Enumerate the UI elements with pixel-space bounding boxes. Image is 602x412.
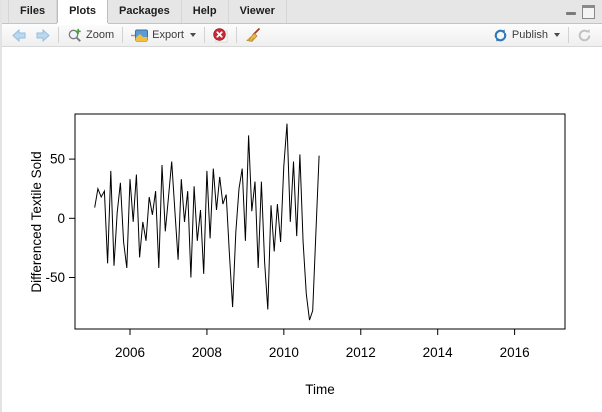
toolbar-separator <box>122 27 124 43</box>
zoom-button-label: Zoom <box>86 29 115 41</box>
publish-button-label: Publish <box>511 29 548 41</box>
zoom-button[interactable]: Zoom <box>63 26 118 45</box>
y-tick-label: 0 <box>57 211 65 226</box>
time-series-line <box>94 123 320 321</box>
tab-plots[interactable]: Plots <box>57 0 108 23</box>
maximize-icon[interactable] <box>582 4 595 19</box>
minimize-icon[interactable] <box>566 12 576 15</box>
x-tick-label: 2016 <box>500 345 530 360</box>
export-caret-icon <box>189 33 196 37</box>
y-tick-label: -50 <box>45 270 65 285</box>
export-icon <box>131 29 149 41</box>
remove-plot-icon <box>213 27 228 42</box>
publish-button[interactable]: Publish <box>489 26 564 45</box>
toolbar-separator <box>58 27 59 43</box>
export-button-label: Export <box>152 29 184 41</box>
plot-box <box>74 113 566 330</box>
tab-packages[interactable]: Packages <box>108 0 182 23</box>
tab-files[interactable]: Files <box>8 0 58 23</box>
back-button[interactable] <box>8 27 31 44</box>
x-tick-label: 2010 <box>269 345 299 360</box>
zoom-icon <box>68 28 81 42</box>
clear-all-plots-button[interactable] <box>241 26 265 45</box>
publish-caret-icon <box>554 33 560 37</box>
window-controls <box>566 0 602 23</box>
refresh-icon <box>578 28 591 41</box>
x-tick-label: 2006 <box>115 345 145 360</box>
back-arrow-icon <box>12 28 26 42</box>
forward-button[interactable] <box>31 27 54 44</box>
pane-tab-bar: Files Plots Packages Help Viewer <box>2 0 602 24</box>
x-tick-label: 2012 <box>346 345 376 360</box>
toolbar-separator <box>568 27 569 43</box>
x-tick-label: 2014 <box>423 345 454 360</box>
broom-icon <box>246 27 261 42</box>
tab-viewer[interactable]: Viewer <box>229 0 287 23</box>
publish-icon <box>494 29 507 41</box>
toolbar-separator <box>203 27 205 43</box>
y-tick-label: 50 <box>50 152 65 167</box>
tab-help[interactable]: Help <box>182 0 229 23</box>
plot-image: Time Differenced Textile Sold 2006 2008 20… <box>29 113 566 397</box>
refresh-button[interactable] <box>573 26 596 45</box>
plot-display-area: Time Differenced Textile Sold 2006 2008 20… <box>2 47 602 412</box>
export-button[interactable]: Export <box>127 27 200 44</box>
forward-arrow-icon <box>36 28 50 42</box>
plots-toolbar: Zoom Export <box>2 24 602 47</box>
y-axis-title: Differenced Textile Sold <box>29 151 44 292</box>
remove-plot-button[interactable] <box>209 26 232 45</box>
x-tick-label: 2008 <box>192 345 222 360</box>
x-axis-title: Time <box>305 382 335 397</box>
toolbar-separator <box>235 27 237 43</box>
